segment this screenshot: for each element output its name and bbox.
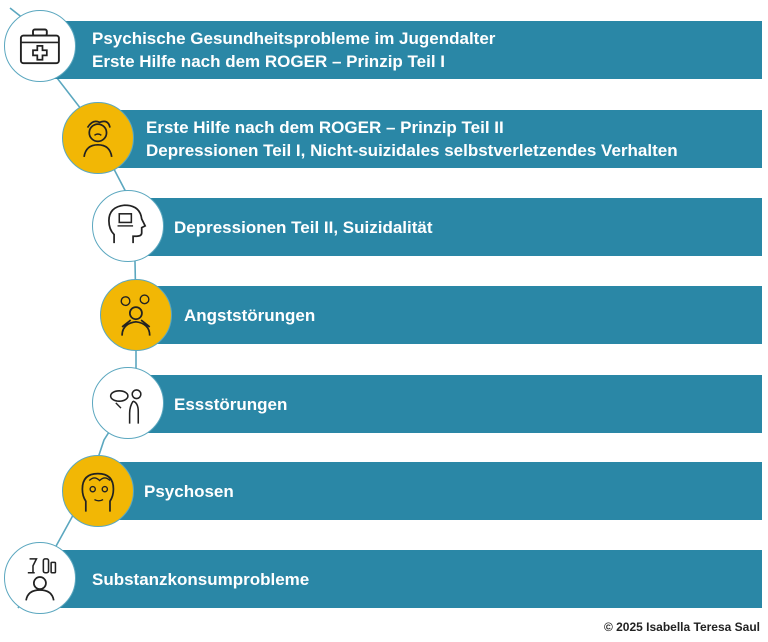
step-2-circle bbox=[62, 102, 134, 174]
step-4-circle bbox=[100, 279, 172, 351]
step-6-line-1: Psychosen bbox=[144, 481, 234, 501]
psychosis-face-icon bbox=[81, 472, 115, 512]
step-1-line-2: Erste Hilfe nach dem ROGER – Prinzip Tei… bbox=[92, 52, 445, 71]
head-profile-icon bbox=[108, 204, 147, 244]
step-bar-7: Substanzkonsumprobleme bbox=[44, 550, 762, 608]
first-aid-kit-icon bbox=[20, 28, 60, 65]
step-7-line-1: Substanzkonsumprobleme bbox=[92, 569, 310, 589]
step-3-line-1: Depressionen Teil II, Suizidalität bbox=[174, 217, 433, 237]
step-1-line-1: Psychische Gesundheitsprobleme im Jugend… bbox=[92, 29, 496, 48]
step-2-line-1: Erste Hilfe nach dem ROGER – Prinzip Tei… bbox=[146, 118, 504, 137]
step-7-circle bbox=[4, 542, 76, 614]
step-4-line-1: Angststörungen bbox=[184, 305, 316, 325]
copyright-notice: © 2025 Isabella Teresa Saul bbox=[603, 620, 760, 634]
step-bar-3: Depressionen Teil II, Suizidalität bbox=[130, 198, 762, 256]
step-bar-2: Erste Hilfe nach dem ROGER – Prinzip Tei… bbox=[100, 110, 762, 168]
anxious-person-icon bbox=[120, 294, 151, 336]
step-bar-6: Psychosen bbox=[100, 462, 762, 520]
step-6-circle bbox=[62, 455, 134, 527]
step-1-circle bbox=[4, 10, 76, 82]
step-5-line-1: Essstörungen bbox=[174, 394, 288, 414]
step-bar-5: Essstörungen bbox=[136, 375, 762, 433]
step-2-line-2: Depressionen Teil I, Nicht-suizidales se… bbox=[146, 141, 678, 160]
substance-use-icon bbox=[25, 558, 57, 601]
distressed-person-icon bbox=[83, 120, 113, 158]
step-3-circle bbox=[92, 190, 164, 262]
step-bar-1: Psychische Gesundheitsprobleme im Jugend… bbox=[44, 21, 762, 79]
step-5-circle bbox=[92, 367, 164, 439]
step-bar-4: Angststörungen bbox=[140, 286, 762, 344]
eating-disorder-icon bbox=[109, 389, 142, 424]
